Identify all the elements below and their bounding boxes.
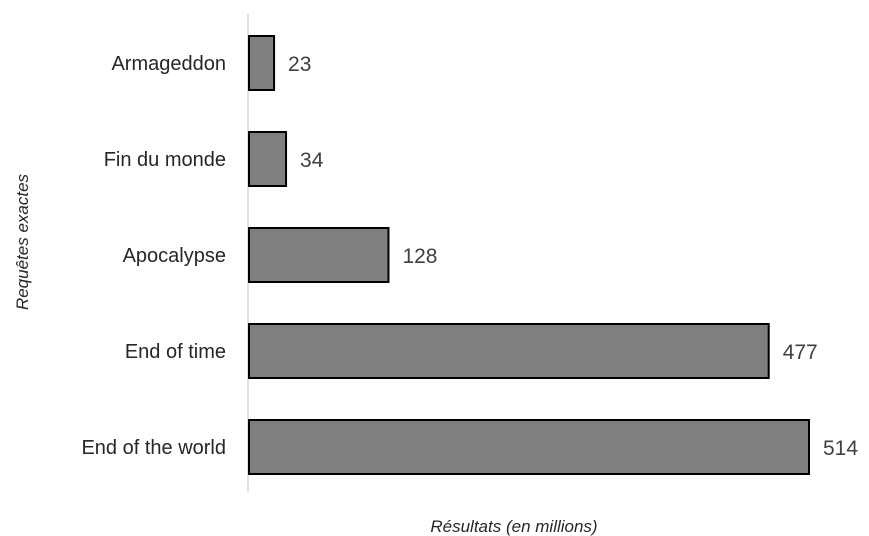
category-label-end-of-the-world: End of the world	[81, 437, 226, 459]
bar-armageddon	[249, 36, 274, 90]
category-labels-group: Armageddon Fin du monde Apocalypse End of t…	[81, 53, 226, 459]
x-axis-title: Résultats (en millions)	[430, 517, 597, 536]
value-label-apocalypse: 128	[402, 245, 437, 268]
bar-end-of-the-world	[249, 420, 809, 474]
category-label-armageddon: Armageddon	[111, 53, 226, 75]
value-label-armageddon: 23	[288, 53, 311, 76]
category-label-fin-du-monde: Fin du monde	[104, 149, 226, 171]
y-axis-title: Requêtes exactes	[13, 173, 32, 310]
value-label-end-of-the-world: 514	[823, 437, 858, 460]
bar-end-of-time	[249, 324, 769, 378]
value-label-fin-du-monde: 34	[300, 149, 324, 172]
bar-fin-du-monde	[249, 132, 286, 186]
bars-group	[249, 36, 809, 474]
bar-apocalypse	[249, 228, 388, 282]
category-label-end-of-time: End of time	[125, 341, 226, 363]
category-label-apocalypse: Apocalypse	[123, 245, 226, 267]
value-label-end-of-time: 477	[783, 341, 818, 364]
